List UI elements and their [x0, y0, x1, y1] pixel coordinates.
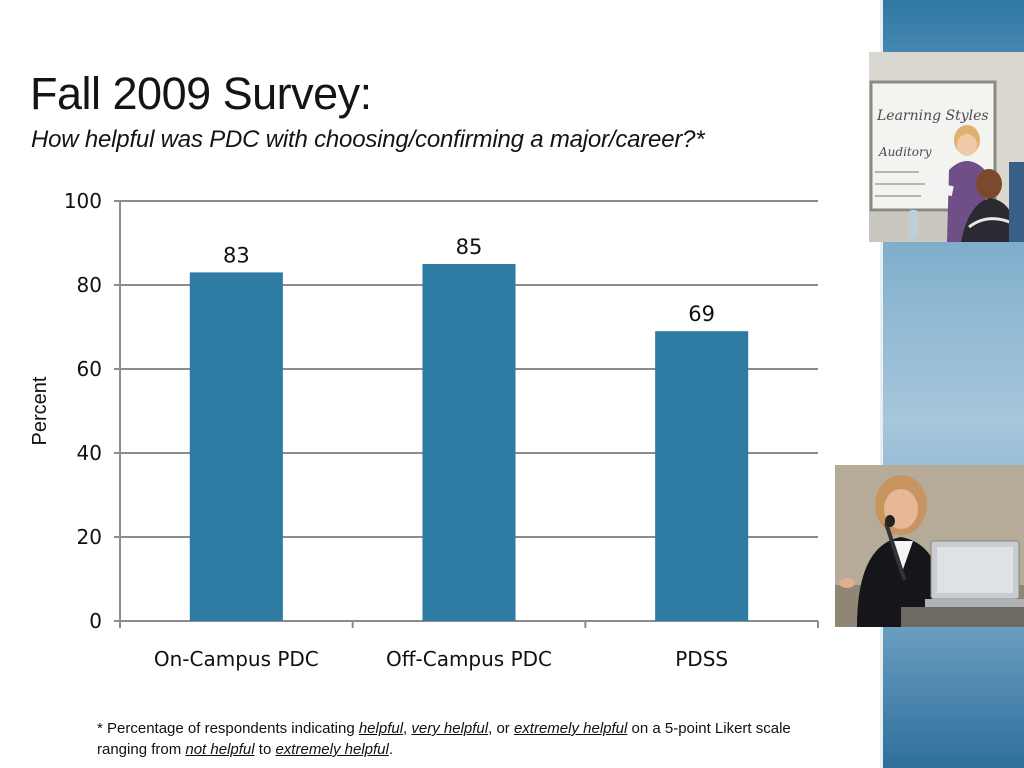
data-label: 69	[688, 302, 715, 326]
y-tick-label: 100	[64, 189, 102, 213]
svg-text:Auditory: Auditory	[878, 145, 932, 159]
footnote-separator: ,	[403, 720, 412, 737]
bar	[189, 272, 283, 621]
footnote-separator: , or	[488, 720, 514, 737]
footnote-term-helpful: helpful	[358, 720, 404, 737]
chart-axes	[119, 201, 819, 628]
footnote: * Percentage of respondents indicating h…	[97, 718, 817, 760]
speaker-photo	[835, 465, 1024, 627]
bar-chart: 0 20 40 60 80 100 83 On-Campus PDC 85 Off-Campus …	[29, 189, 819, 671]
footnote-text: to	[254, 741, 276, 758]
classroom-photo: Learning Styles Auditory	[869, 52, 1024, 242]
y-axis-label: Percent	[29, 376, 51, 445]
bar	[422, 264, 516, 621]
svg-text:Learning Styles: Learning Styles	[876, 108, 989, 124]
footnote-text: on a 5-point Likert scale ranging from	[97, 720, 791, 758]
data-label: 85	[456, 235, 483, 259]
slide-subtitle: How helpful was PDC with choosing/confir…	[31, 126, 705, 153]
footnote-text: .	[388, 741, 394, 758]
x-category-label: On-Campus PDC	[154, 647, 319, 671]
y-tick-label: 40	[77, 441, 102, 465]
slide-title: Fall 2009 Survey:	[30, 68, 372, 119]
footnote-term-extremely-helpful: extremely helpful	[275, 741, 389, 758]
y-tick-label: 20	[77, 525, 102, 549]
y-tick-label: 80	[77, 273, 102, 297]
y-tick-label: 0	[89, 609, 102, 633]
footnote-term-extremely-helpful: extremely helpful	[513, 720, 628, 737]
y-tick-label: 60	[77, 357, 102, 381]
data-label: 83	[223, 243, 250, 267]
bar	[655, 331, 749, 621]
footnote-term-not-helpful: not helpful	[185, 741, 255, 758]
footnote-text: * Percentage of respondents indicating	[97, 720, 359, 737]
chart-bars	[189, 264, 749, 621]
chart-labels: 0 20 40 60 80 100 83 On-Campus PDC 85 Off-Campus …	[64, 189, 728, 671]
x-category-label: Off-Campus PDC	[386, 647, 552, 671]
footnote-term-very-helpful: very helpful	[411, 720, 489, 737]
x-category-label: PDSS	[675, 647, 728, 671]
